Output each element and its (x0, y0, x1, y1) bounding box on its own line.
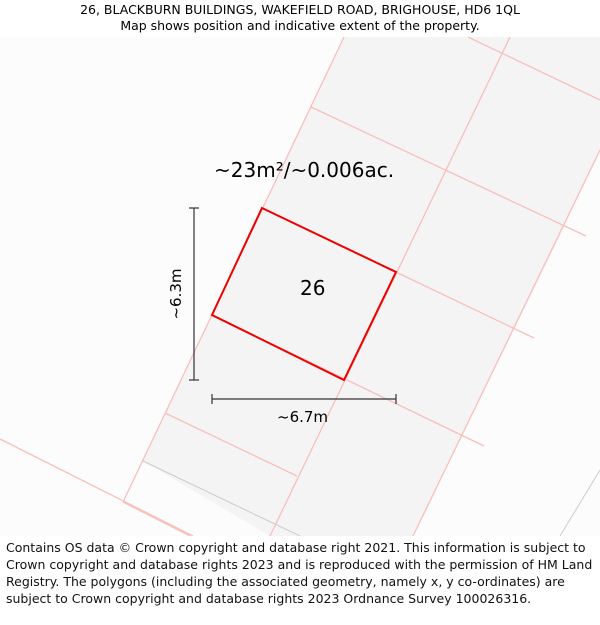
building-strip (143, 37, 600, 536)
map-header: 26, BLACKBURN BUILDINGS, WAKEFIELD ROAD,… (0, 0, 600, 37)
road-edge (142, 460, 301, 536)
map-subtitle: Map shows position and indicative extent… (120, 18, 480, 33)
property-outline (210, 206, 398, 382)
map-canvas (0, 37, 600, 536)
attribution-text: Contains OS data © Crown copyright and d… (6, 540, 593, 606)
address-title: 26, BLACKBURN BUILDINGS, WAKEFIELD ROAD,… (80, 2, 520, 17)
property-map[interactable]: ~23m²/~0.006ac. 26 ~6.3m ~6.7m (0, 37, 600, 536)
dimension-vertical-line (189, 207, 199, 381)
dimension-horizontal-label: ~6.7m (277, 408, 329, 426)
dimension-vertical-label: ~6.3m (167, 268, 185, 320)
road-edge (559, 469, 600, 536)
plot-number-label: 26 (300, 276, 326, 300)
dimension-horizontal-line (211, 394, 397, 404)
area-label: ~23m²/~0.006ac. (214, 158, 395, 182)
